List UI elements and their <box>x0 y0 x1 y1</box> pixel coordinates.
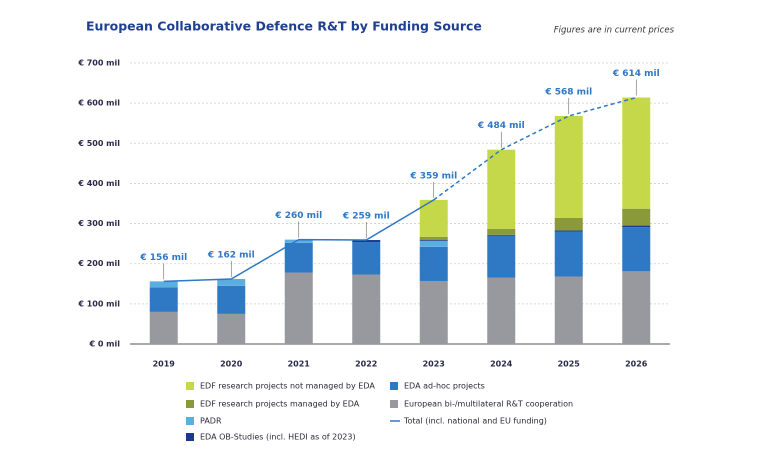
bar-segment <box>554 230 583 232</box>
y-tick-label: € 100 mil <box>77 299 120 308</box>
bar-segment <box>352 240 381 243</box>
bar-segment <box>352 274 381 344</box>
legend-swatch <box>390 382 398 390</box>
legend-label: Total (incl. national and EU funding) <box>403 417 547 426</box>
x-tick-label: 2024 <box>490 360 513 369</box>
legend-swatch <box>186 400 194 408</box>
bar-segment <box>487 228 516 235</box>
note: Figures are in current prices <box>554 26 675 36</box>
x-tick-label: 2020 <box>220 360 243 369</box>
bar-segment <box>419 236 448 241</box>
y-tick-label: € 200 mil <box>77 259 120 268</box>
value-label: € 162 mil <box>207 250 255 260</box>
bar-segment <box>217 313 246 344</box>
bar-segment <box>622 97 651 209</box>
x-tick-label: 2022 <box>355 360 377 369</box>
bar-segment <box>419 246 448 281</box>
chart-title: European Collaborative Defence R&T by Fu… <box>86 19 482 34</box>
bar-segment <box>487 234 516 236</box>
x-tick-label: 2025 <box>558 360 581 369</box>
legend-swatch <box>186 433 194 441</box>
value-label: € 359 mil <box>409 171 457 181</box>
y-tick-label: € 400 mil <box>77 179 120 188</box>
bar-segment <box>622 225 651 228</box>
legend-swatch <box>186 382 194 390</box>
x-tick-label: 2026 <box>625 360 648 369</box>
legend-swatch <box>186 417 194 425</box>
x-tick-label: 2023 <box>423 360 445 369</box>
bar-segment <box>149 311 178 344</box>
total-line <box>433 96 637 201</box>
total-line <box>163 199 435 283</box>
y-tick-label: € 0 mil <box>88 340 120 349</box>
bar-segment <box>622 227 651 272</box>
legend-label: European bi-/multilateral R&T cooperatio… <box>404 400 573 409</box>
bar-segment <box>487 277 516 344</box>
legend-label: PADR <box>200 417 222 426</box>
bar-segment <box>284 239 313 243</box>
value-label: € 259 mil <box>342 212 390 222</box>
bar-segment <box>554 231 583 277</box>
bar-segment <box>419 280 448 344</box>
value-label: € 156 mil <box>139 253 187 263</box>
value-label: € 614 mil <box>612 69 660 79</box>
y-tick-label: € 500 mil <box>77 139 120 148</box>
bar-segment <box>284 272 313 344</box>
bar-segment <box>419 240 448 247</box>
y-tick-label: € 300 mil <box>77 219 120 228</box>
bar-segment <box>352 242 381 275</box>
bar-segment <box>622 271 651 344</box>
legend-label: EDA ad-hoc projects <box>404 382 485 391</box>
bar-segment <box>284 242 313 273</box>
x-tick-label: 2021 <box>288 360 311 369</box>
legend-swatch <box>390 400 398 408</box>
bar-segment <box>149 287 178 312</box>
value-label: € 568 mil <box>544 87 592 97</box>
legend-label: EDA OB-Studies (incl. HEDI as of 2023) <box>200 433 356 442</box>
legend-label: EDF research projects managed by EDA <box>200 400 360 409</box>
bar-segment <box>419 240 448 241</box>
bar-segment <box>622 208 651 226</box>
legend-label: EDF research projects not managed by EDA <box>200 382 375 391</box>
bar-segment <box>554 115 583 218</box>
bar-segment <box>149 281 178 288</box>
bar-segment <box>554 217 583 231</box>
bar-segment <box>217 285 246 314</box>
x-tick-label: 2019 <box>153 360 176 369</box>
value-label: € 484 mil <box>477 121 525 131</box>
bar-segment <box>554 276 583 344</box>
y-tick-label: € 700 mil <box>77 59 120 68</box>
bar-segment <box>217 278 246 286</box>
y-tick-label: € 600 mil <box>77 99 120 108</box>
bar-segment <box>487 149 516 229</box>
value-label: € 260 mil <box>274 211 322 221</box>
bar-segment <box>487 235 516 278</box>
